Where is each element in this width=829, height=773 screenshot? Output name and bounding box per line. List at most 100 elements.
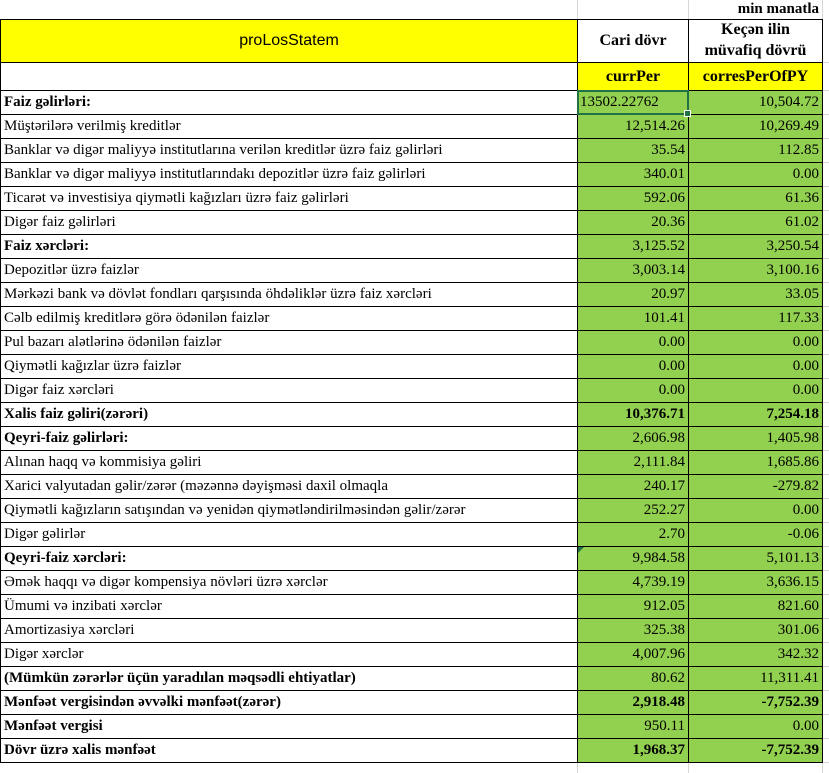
current-period-cell[interactable]: 0.00 xyxy=(578,355,689,379)
previous-period-cell[interactable]: 3,100.16 xyxy=(689,259,823,283)
previous-period-cell[interactable]: 61.36 xyxy=(689,187,823,211)
row-label-cell[interactable]: Digər faiz xərcləri xyxy=(0,379,578,403)
row-label-cell[interactable]: Mənfəət vergisindən əvvəlki mənfəət(zərə… xyxy=(0,691,578,715)
current-period-cell[interactable]: 20.36 xyxy=(578,211,689,235)
row-label-cell[interactable]: Banklar və digər maliyyə institutlarında… xyxy=(0,163,578,187)
current-period-cell[interactable]: 240.17 xyxy=(578,475,689,499)
current-period-cell[interactable]: 3,003.14 xyxy=(578,259,689,283)
current-period-cell[interactable]: 2,111.84 xyxy=(578,451,689,475)
current-period-cell[interactable]: 80.62 xyxy=(578,667,689,691)
current-period-cell[interactable]: 592.06 xyxy=(578,187,689,211)
current-period-cell[interactable]: 35.54 xyxy=(578,139,689,163)
current-period-cell[interactable]: 0.00 xyxy=(578,379,689,403)
current-period-cell[interactable]: 325.38 xyxy=(578,619,689,643)
row-label-cell[interactable]: Digər xərclər xyxy=(0,643,578,667)
previous-period-cell[interactable]: 7,254.18 xyxy=(689,403,823,427)
row-label-cell[interactable]: Mərkəzi bank və dövlət fondları qarşısın… xyxy=(0,283,578,307)
row-label-cell[interactable]: (Mümkün zərərlər üçün yaradılan məqsədli… xyxy=(0,667,578,691)
empty-cell[interactable] xyxy=(578,763,689,773)
current-period-cell[interactable]: 12,514.26 xyxy=(578,115,689,139)
previous-period-cell[interactable]: 33.05 xyxy=(689,283,823,307)
previous-period-cell[interactable]: 112.85 xyxy=(689,139,823,163)
previous-period-cell[interactable]: 0.00 xyxy=(689,355,823,379)
row-label-cell[interactable]: Əmək haqqı və digər kompensiya növləri ü… xyxy=(0,571,578,595)
previous-period-cell[interactable]: 0.00 xyxy=(689,379,823,403)
row-label-cell[interactable]: Faiz xərcləri: xyxy=(0,235,578,259)
previous-period-cell[interactable]: 0.00 xyxy=(689,163,823,187)
previous-period-cell[interactable]: 342.32 xyxy=(689,643,823,667)
row-label-cell[interactable]: Pul bazarı alətlərinə ödənilən faizlər xyxy=(0,331,578,355)
table-row: Mənfəət vergisi 950.11 0.00 xyxy=(0,715,829,739)
previous-period-cell[interactable]: 10,504.72 xyxy=(689,91,823,115)
previous-period-cell[interactable]: 821.60 xyxy=(689,595,823,619)
column-header-previous-period[interactable]: Keçən ilin müvafiq dövrü xyxy=(689,19,823,63)
row-label-cell[interactable]: Ticarət və investisiya qiymətli kağızlar… xyxy=(0,187,578,211)
table-row: Digər faiz xərcləri 0.00 0.00 xyxy=(0,379,829,403)
row-label-cell[interactable]: Digər gəlirlər xyxy=(0,523,578,547)
row-label-cell[interactable]: Ümumi və inzibati xərclər xyxy=(0,595,578,619)
row-label-cell[interactable]: Depozitlər üzrə faizlər xyxy=(0,259,578,283)
current-period-cell-error-indicator[interactable]: 9,984.58 xyxy=(578,547,689,571)
row-label-cell[interactable]: Alınan haqq və kommisiya gəliri xyxy=(0,451,578,475)
row-label-cell[interactable]: Qiymətli kağızların satışından və yenidə… xyxy=(0,499,578,523)
previous-period-cell[interactable]: 1,405.98 xyxy=(689,427,823,451)
previous-period-cell[interactable]: 3,636.15 xyxy=(689,571,823,595)
column-header-current-period[interactable]: Cari dövr xyxy=(578,19,689,63)
row-label-cell[interactable]: Müştərilərə verilmiş kreditlər xyxy=(0,115,578,139)
row-label-cell[interactable]: Mənfəət vergisi xyxy=(0,715,578,739)
previous-period-cell[interactable]: 5,101.13 xyxy=(689,547,823,571)
current-period-cell[interactable]: 4,007.96 xyxy=(578,643,689,667)
field-header-currper[interactable]: currPer xyxy=(578,63,689,91)
row-label-cell[interactable]: Faiz gəlirləri: xyxy=(0,91,578,115)
current-period-cell[interactable]: 252.27 xyxy=(578,499,689,523)
empty-cell[interactable] xyxy=(0,63,578,91)
row-label-cell[interactable]: Xarici valyutadan gəlir/zərər (məzənnə d… xyxy=(0,475,578,499)
field-header-corresperofpy[interactable]: corresPerOfPY xyxy=(689,63,823,91)
current-period-cell[interactable]: 950.11 xyxy=(578,715,689,739)
previous-period-cell[interactable]: 11,311.41 xyxy=(689,667,823,691)
current-period-cell[interactable]: 1,968.37 xyxy=(578,739,689,763)
previous-period-cell[interactable]: 0.00 xyxy=(689,715,823,739)
current-period-cell[interactable]: 2.70 xyxy=(578,523,689,547)
empty-cell[interactable] xyxy=(689,763,823,773)
table-title-cell[interactable]: proLosStatem xyxy=(0,19,578,63)
previous-period-cell[interactable]: 10,269.49 xyxy=(689,115,823,139)
previous-period-cell[interactable]: 0.00 xyxy=(689,331,823,355)
current-period-cell[interactable]: 912.05 xyxy=(578,595,689,619)
row-label-cell[interactable]: Banklar və digər maliyyə institutlarına … xyxy=(0,139,578,163)
current-period-cell[interactable]: 2,918.48 xyxy=(578,691,689,715)
previous-period-cell[interactable]: 3,250.54 xyxy=(689,235,823,259)
row-label-cell[interactable]: Dövr üzrə xalis mənfəət xyxy=(0,739,578,763)
empty-cell[interactable] xyxy=(578,0,689,19)
previous-period-cell[interactable]: 0.00 xyxy=(689,499,823,523)
row-label-cell[interactable]: Qeyri-faiz xərcləri: xyxy=(0,547,578,571)
previous-period-cell[interactable]: -7,752.39 xyxy=(689,739,823,763)
row-label-cell[interactable]: Digər faiz gəlirləri xyxy=(0,211,578,235)
current-period-cell[interactable]: 4,739.19 xyxy=(578,571,689,595)
current-period-cell[interactable]: 101.41 xyxy=(578,307,689,331)
previous-period-cell[interactable]: -279.82 xyxy=(689,475,823,499)
row-label-cell[interactable]: Xalis faiz gəliri(zərəri) xyxy=(0,403,578,427)
previous-period-cell[interactable]: 61.02 xyxy=(689,211,823,235)
empty-cell[interactable] xyxy=(0,763,578,773)
current-period-cell[interactable]: 2,606.98 xyxy=(578,427,689,451)
row-label-cell[interactable]: Qeyri-faiz gəlirləri: xyxy=(0,427,578,451)
fill-handle[interactable] xyxy=(684,110,691,117)
grid-filler xyxy=(823,139,829,163)
previous-period-cell[interactable]: 117.33 xyxy=(689,307,823,331)
previous-period-cell[interactable]: -0.06 xyxy=(689,523,823,547)
current-period-cell[interactable]: 20.97 xyxy=(578,283,689,307)
row-label-cell[interactable]: Cəlb edilmiş kreditlərə görə ödənilən fa… xyxy=(0,307,578,331)
previous-period-cell[interactable]: 1,685.86 xyxy=(689,451,823,475)
row-label-cell[interactable]: Qiymətli kağızlar üzrə faizlər xyxy=(0,355,578,379)
previous-period-cell[interactable]: -7,752.39 xyxy=(689,691,823,715)
empty-cell[interactable] xyxy=(0,0,578,19)
current-period-cell[interactable]: 10,376.71 xyxy=(578,403,689,427)
current-period-cell[interactable]: 3,125.52 xyxy=(578,235,689,259)
previous-period-cell[interactable]: 301.06 xyxy=(689,619,823,643)
current-period-cell[interactable]: 13502.22762 xyxy=(577,90,691,117)
current-period-cell[interactable]: 340.01 xyxy=(578,163,689,187)
row-label-cell[interactable]: Amortizasiya xərcləri xyxy=(0,619,578,643)
current-period-cell[interactable]: 0.00 xyxy=(578,331,689,355)
